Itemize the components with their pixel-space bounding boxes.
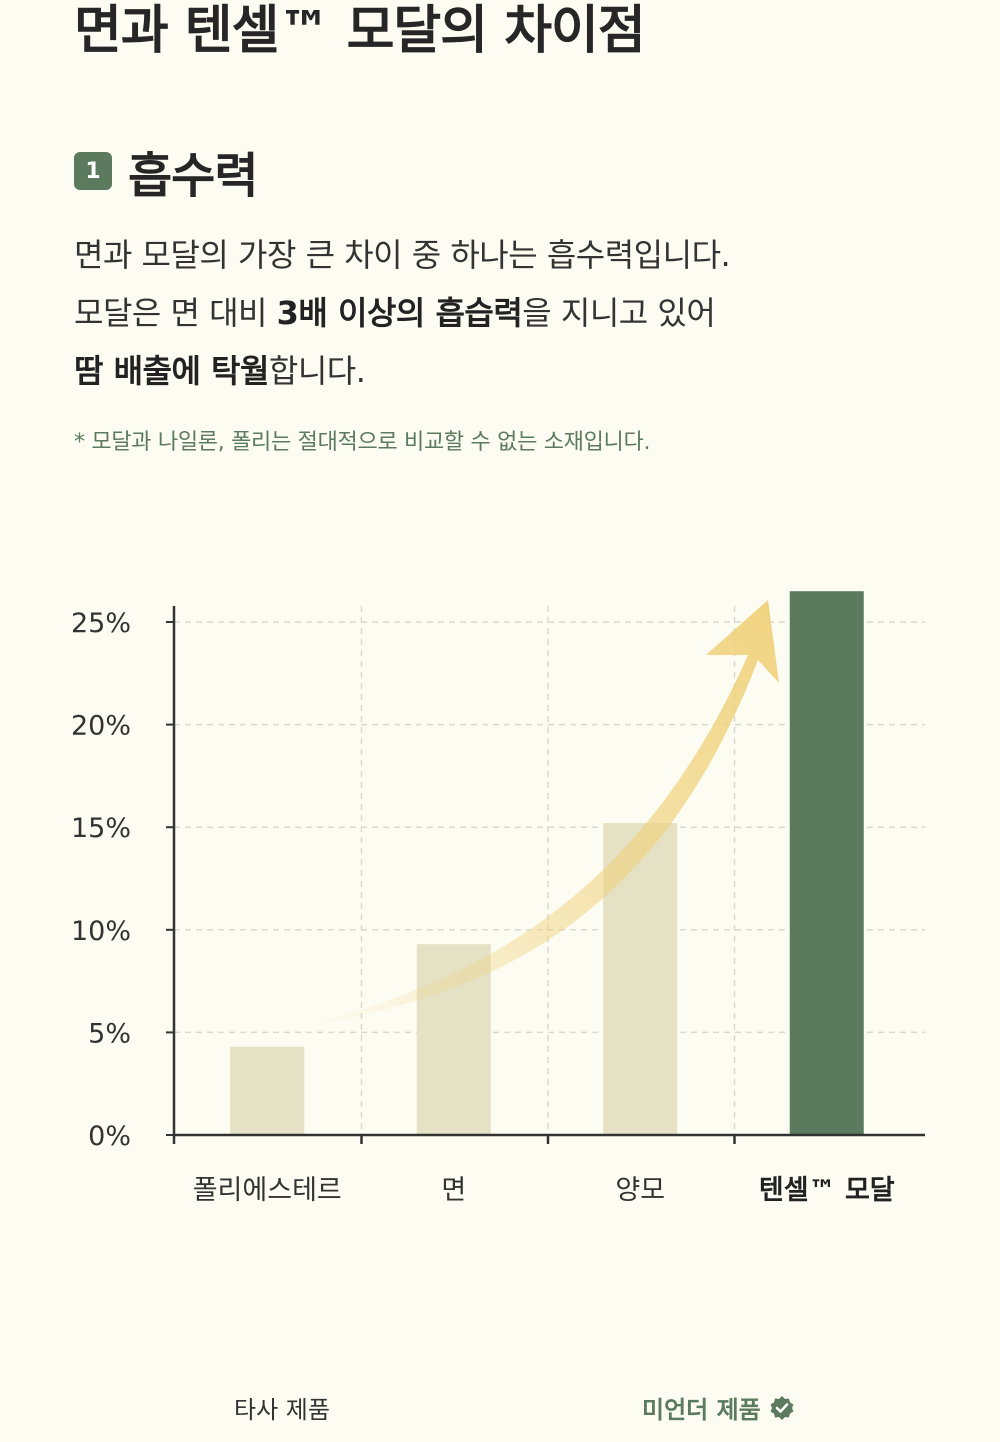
y-tick-label: 0%	[88, 1121, 131, 1152]
trend-arrow	[300, 600, 779, 1027]
trend-arrow-shape	[300, 600, 779, 1027]
y-tick-label: 5%	[88, 1018, 131, 1049]
description-line-2: 모달은 면 대비 3배 이상의 흡습력을 지니고 있어	[74, 284, 730, 342]
y-tick-label: 15%	[71, 813, 131, 844]
description-line-3: 땀 배출에 탁월합니다.	[74, 342, 730, 400]
footnote: * 모달과 나일론, 폴리는 절대적으로 비교할 수 없는 소재입니다.	[74, 430, 651, 455]
description-line-1: 면과 모달의 가장 큰 차이 중 하나는 흡수력입니다.	[74, 236, 731, 274]
y-tick-label: 25%	[71, 608, 131, 639]
bar	[230, 1046, 305, 1135]
axes	[166, 606, 925, 1144]
bar-highlight	[789, 591, 864, 1135]
verified-check-icon	[769, 1395, 795, 1421]
description-emphasis: 3배 이상의 흡습력	[276, 294, 523, 332]
y-tick-label: 20%	[71, 711, 131, 742]
x-tick-label: 양모	[615, 1175, 665, 1206]
tick-labels: 0% 5% 10% 15% 20% 25% 폴리에스테르 면 양모 텐셀™ 모달	[71, 608, 895, 1206]
section-number-badge: 1	[74, 152, 112, 190]
legend-other-products: 타사 제품	[234, 1396, 330, 1424]
x-tick-label: 폴리에스테르	[193, 1175, 342, 1206]
section-title: 흡수력	[128, 148, 258, 204]
bars	[230, 591, 864, 1135]
y-tick-label: 10%	[71, 916, 131, 947]
description-emphasis: 땀 배출에 탁월	[74, 352, 269, 390]
x-tick-label: 면	[441, 1175, 466, 1206]
legend: 타사 제품 미언더 제품	[0, 1390, 1000, 1430]
section-description: 면과 모달의 가장 큰 차이 중 하나는 흡수력입니다. 모달은 면 대비 3배…	[74, 226, 731, 400]
x-tick-label: 텐셀™ 모달	[759, 1175, 895, 1206]
page-title: 면과 텐셀™ 모달의 차이점	[74, 1, 646, 61]
legend-own-products: 미언더 제품	[642, 1390, 795, 1425]
section-heading: 1 흡수력	[74, 136, 258, 206]
description-text: 모달은 면 대비	[74, 294, 277, 332]
description-text: 합니다.	[268, 352, 366, 390]
legend-own-label: 미언더 제품	[642, 1396, 761, 1424]
description-text: 을 지니고 있어	[522, 294, 716, 332]
